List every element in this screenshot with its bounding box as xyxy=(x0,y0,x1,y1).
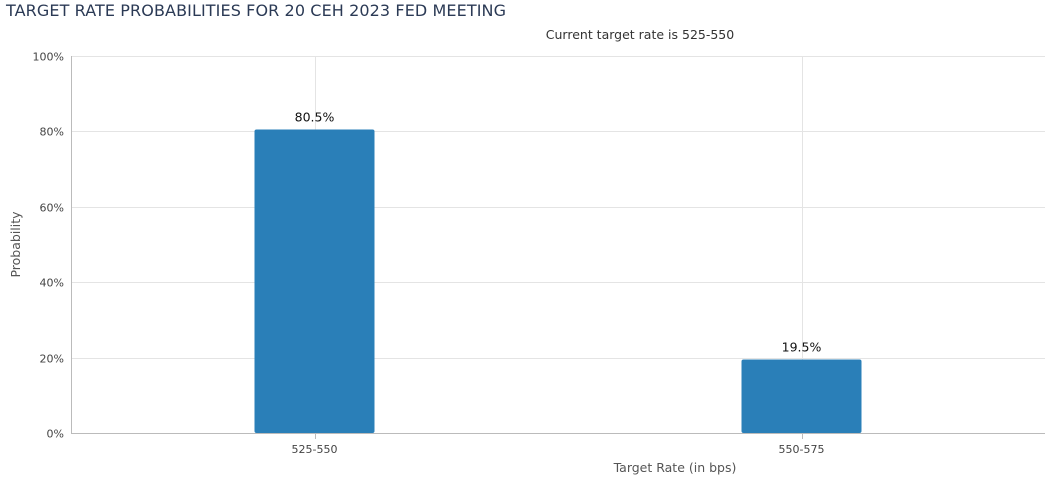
data-label: 80.5% xyxy=(295,110,335,125)
bar-525-550[interactable] xyxy=(254,129,375,433)
chart-subtitle: Current target rate is 525-550 xyxy=(545,27,735,42)
y-tick-label: 80% xyxy=(40,126,64,139)
grid-lines xyxy=(71,56,1045,433)
chart-title: TARGET RATE PROBABILITIES FOR 20 CEH 202… xyxy=(6,1,507,20)
y-tick-label: 20% xyxy=(40,353,64,366)
x-tick-label: 525-550 xyxy=(292,443,338,456)
x-axis-label: Target Rate (in bps) xyxy=(613,460,737,475)
bar-series xyxy=(254,129,862,433)
y-axis-label: Probability xyxy=(8,211,23,278)
y-tick-label: 100% xyxy=(33,51,64,64)
y-tick-label: 0% xyxy=(47,428,64,441)
y-tick-label: 60% xyxy=(40,202,64,215)
labels: Probability Target Rate (in bps) 0% 20% 40… xyxy=(8,51,824,476)
data-label: 19.5% xyxy=(782,339,822,354)
axes xyxy=(71,56,1045,439)
y-tick-label: 40% xyxy=(40,277,64,290)
x-tick-label: 550-575 xyxy=(779,443,825,456)
bar-550-575[interactable] xyxy=(741,359,862,433)
